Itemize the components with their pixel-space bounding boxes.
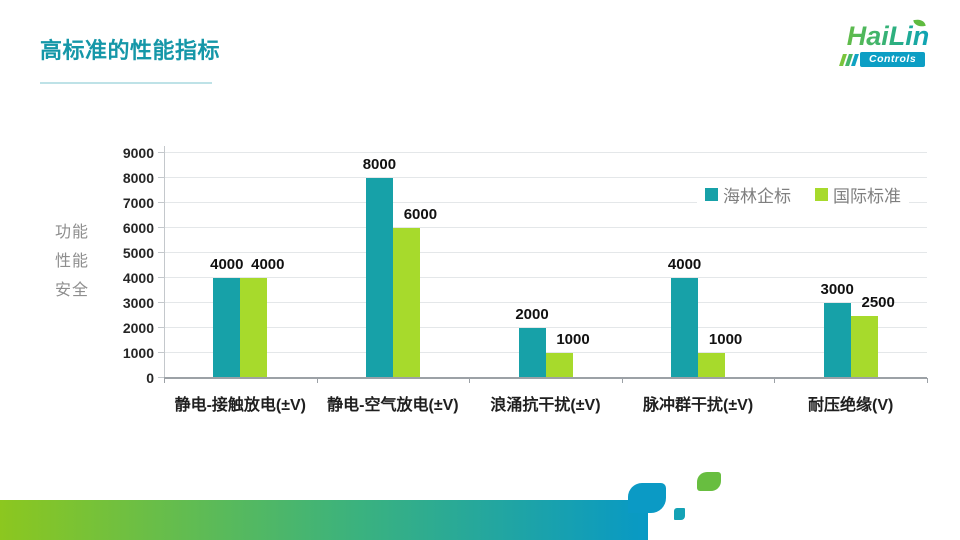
logo-accent-bars-icon bbox=[839, 53, 859, 66]
bar-value-label: 4000 bbox=[210, 256, 244, 273]
gridline bbox=[164, 152, 927, 153]
footer-square-teal bbox=[674, 508, 685, 520]
bar-international-standard bbox=[240, 278, 268, 378]
y-tick-label: 6000 bbox=[122, 220, 154, 236]
x-axis-tick bbox=[164, 378, 165, 383]
bar-international-standard bbox=[392, 228, 420, 378]
bar-value-label: 2000 bbox=[515, 306, 549, 323]
logo-subline: Controls bbox=[838, 52, 938, 67]
x-axis bbox=[164, 377, 927, 379]
logo-controls-badge: Controls bbox=[860, 52, 926, 67]
gridline bbox=[164, 252, 927, 253]
bar-hailin-standard bbox=[213, 278, 241, 378]
bar-value-label: 1000 bbox=[556, 331, 590, 348]
gridline bbox=[164, 227, 927, 228]
gridline bbox=[164, 302, 927, 303]
y-axis-tick bbox=[158, 227, 164, 228]
y-axis-tick bbox=[158, 177, 164, 178]
bar-value-label: 4000 bbox=[667, 256, 702, 273]
y-axis-tick bbox=[158, 302, 164, 303]
side-label: 性能 bbox=[55, 253, 90, 270]
y-tick-label: 1000 bbox=[122, 345, 154, 361]
legend-item: 国际标准 bbox=[815, 182, 901, 207]
bar-value-label: 2500 bbox=[861, 293, 895, 311]
side-label: 功能 bbox=[55, 224, 90, 241]
gridline bbox=[164, 177, 927, 178]
y-axis-tick bbox=[158, 152, 164, 153]
footer-leaf-teal bbox=[628, 483, 666, 513]
x-axis-tick bbox=[621, 378, 623, 383]
y-axis-tick bbox=[158, 252, 164, 253]
y-tick-label: 2000 bbox=[122, 320, 154, 336]
title-underline bbox=[40, 82, 212, 84]
hailin-logo: HaiLin Controls bbox=[838, 17, 938, 67]
legend-swatch-icon bbox=[815, 188, 828, 201]
y-axis bbox=[164, 146, 165, 378]
x-axis-tick bbox=[774, 378, 776, 383]
y-tick-label: 0 bbox=[146, 370, 154, 386]
x-axis-tick bbox=[316, 378, 318, 383]
x-axis-tick bbox=[927, 378, 928, 383]
bar-hailin-standard bbox=[365, 178, 393, 378]
bar-hailin-standard bbox=[518, 328, 546, 378]
y-axis-tick bbox=[158, 327, 164, 328]
category-label: 耐压绝缘(V) bbox=[808, 397, 894, 414]
logo-wordmark: HaiLin bbox=[838, 22, 938, 51]
bar-hailin-standard bbox=[671, 278, 699, 378]
bar-value-label: 4000 bbox=[251, 256, 285, 273]
bar-international-standard bbox=[698, 353, 726, 378]
y-axis-tick bbox=[158, 202, 164, 203]
gridline bbox=[164, 327, 927, 328]
bar-international-standard bbox=[545, 353, 573, 378]
chart-legend: 海林企标 国际标准 bbox=[697, 179, 909, 210]
bar-value-label: 3000 bbox=[820, 281, 854, 298]
y-tick-label: 8000 bbox=[122, 170, 154, 186]
gridline bbox=[164, 352, 927, 353]
gridline bbox=[164, 202, 927, 203]
bar-value-label: 8000 bbox=[362, 156, 397, 173]
bar-hailin-standard bbox=[823, 303, 851, 378]
gridline bbox=[164, 277, 927, 278]
bar-value-label: 1000 bbox=[708, 331, 743, 348]
legend-item: 海林企标 bbox=[705, 182, 791, 207]
legend-swatch-icon bbox=[705, 188, 718, 201]
side-label: 安全 bbox=[55, 282, 90, 299]
page-title: 高标准的性能指标 bbox=[40, 38, 221, 63]
footer-gradient-bar bbox=[0, 500, 648, 540]
x-axis-tick bbox=[469, 378, 471, 383]
category-label: 静电-接触放电(±V) bbox=[174, 397, 307, 414]
bar-value-label: 6000 bbox=[403, 206, 438, 223]
category-label: 浪涌抗干扰(±V) bbox=[490, 397, 601, 414]
category-label: 静电-空气放电(±V) bbox=[327, 397, 459, 414]
y-axis-tick bbox=[158, 377, 164, 378]
y-axis-tick bbox=[158, 352, 164, 353]
footer-leaf-green bbox=[697, 472, 721, 491]
category-label: 脉冲群干扰(±V) bbox=[643, 397, 754, 414]
y-tick-label: 7000 bbox=[122, 195, 154, 211]
y-tick-label: 4000 bbox=[122, 270, 154, 286]
y-tick-label: 9000 bbox=[122, 145, 154, 161]
performance-bar-chart: 0 1000 2000 3000 4000 5000 6000 7000 8000 9000 400… bbox=[123, 145, 928, 414]
legend-label: 海林企标 bbox=[723, 187, 791, 206]
y-axis-side-labels: 功能 性能 安全 bbox=[55, 218, 89, 305]
y-tick-label: 3000 bbox=[122, 295, 154, 311]
bar-international-standard bbox=[850, 315, 878, 378]
y-tick-label: 5000 bbox=[122, 245, 154, 261]
y-axis-tick bbox=[158, 277, 164, 278]
legend-label: 国际标准 bbox=[833, 187, 901, 206]
